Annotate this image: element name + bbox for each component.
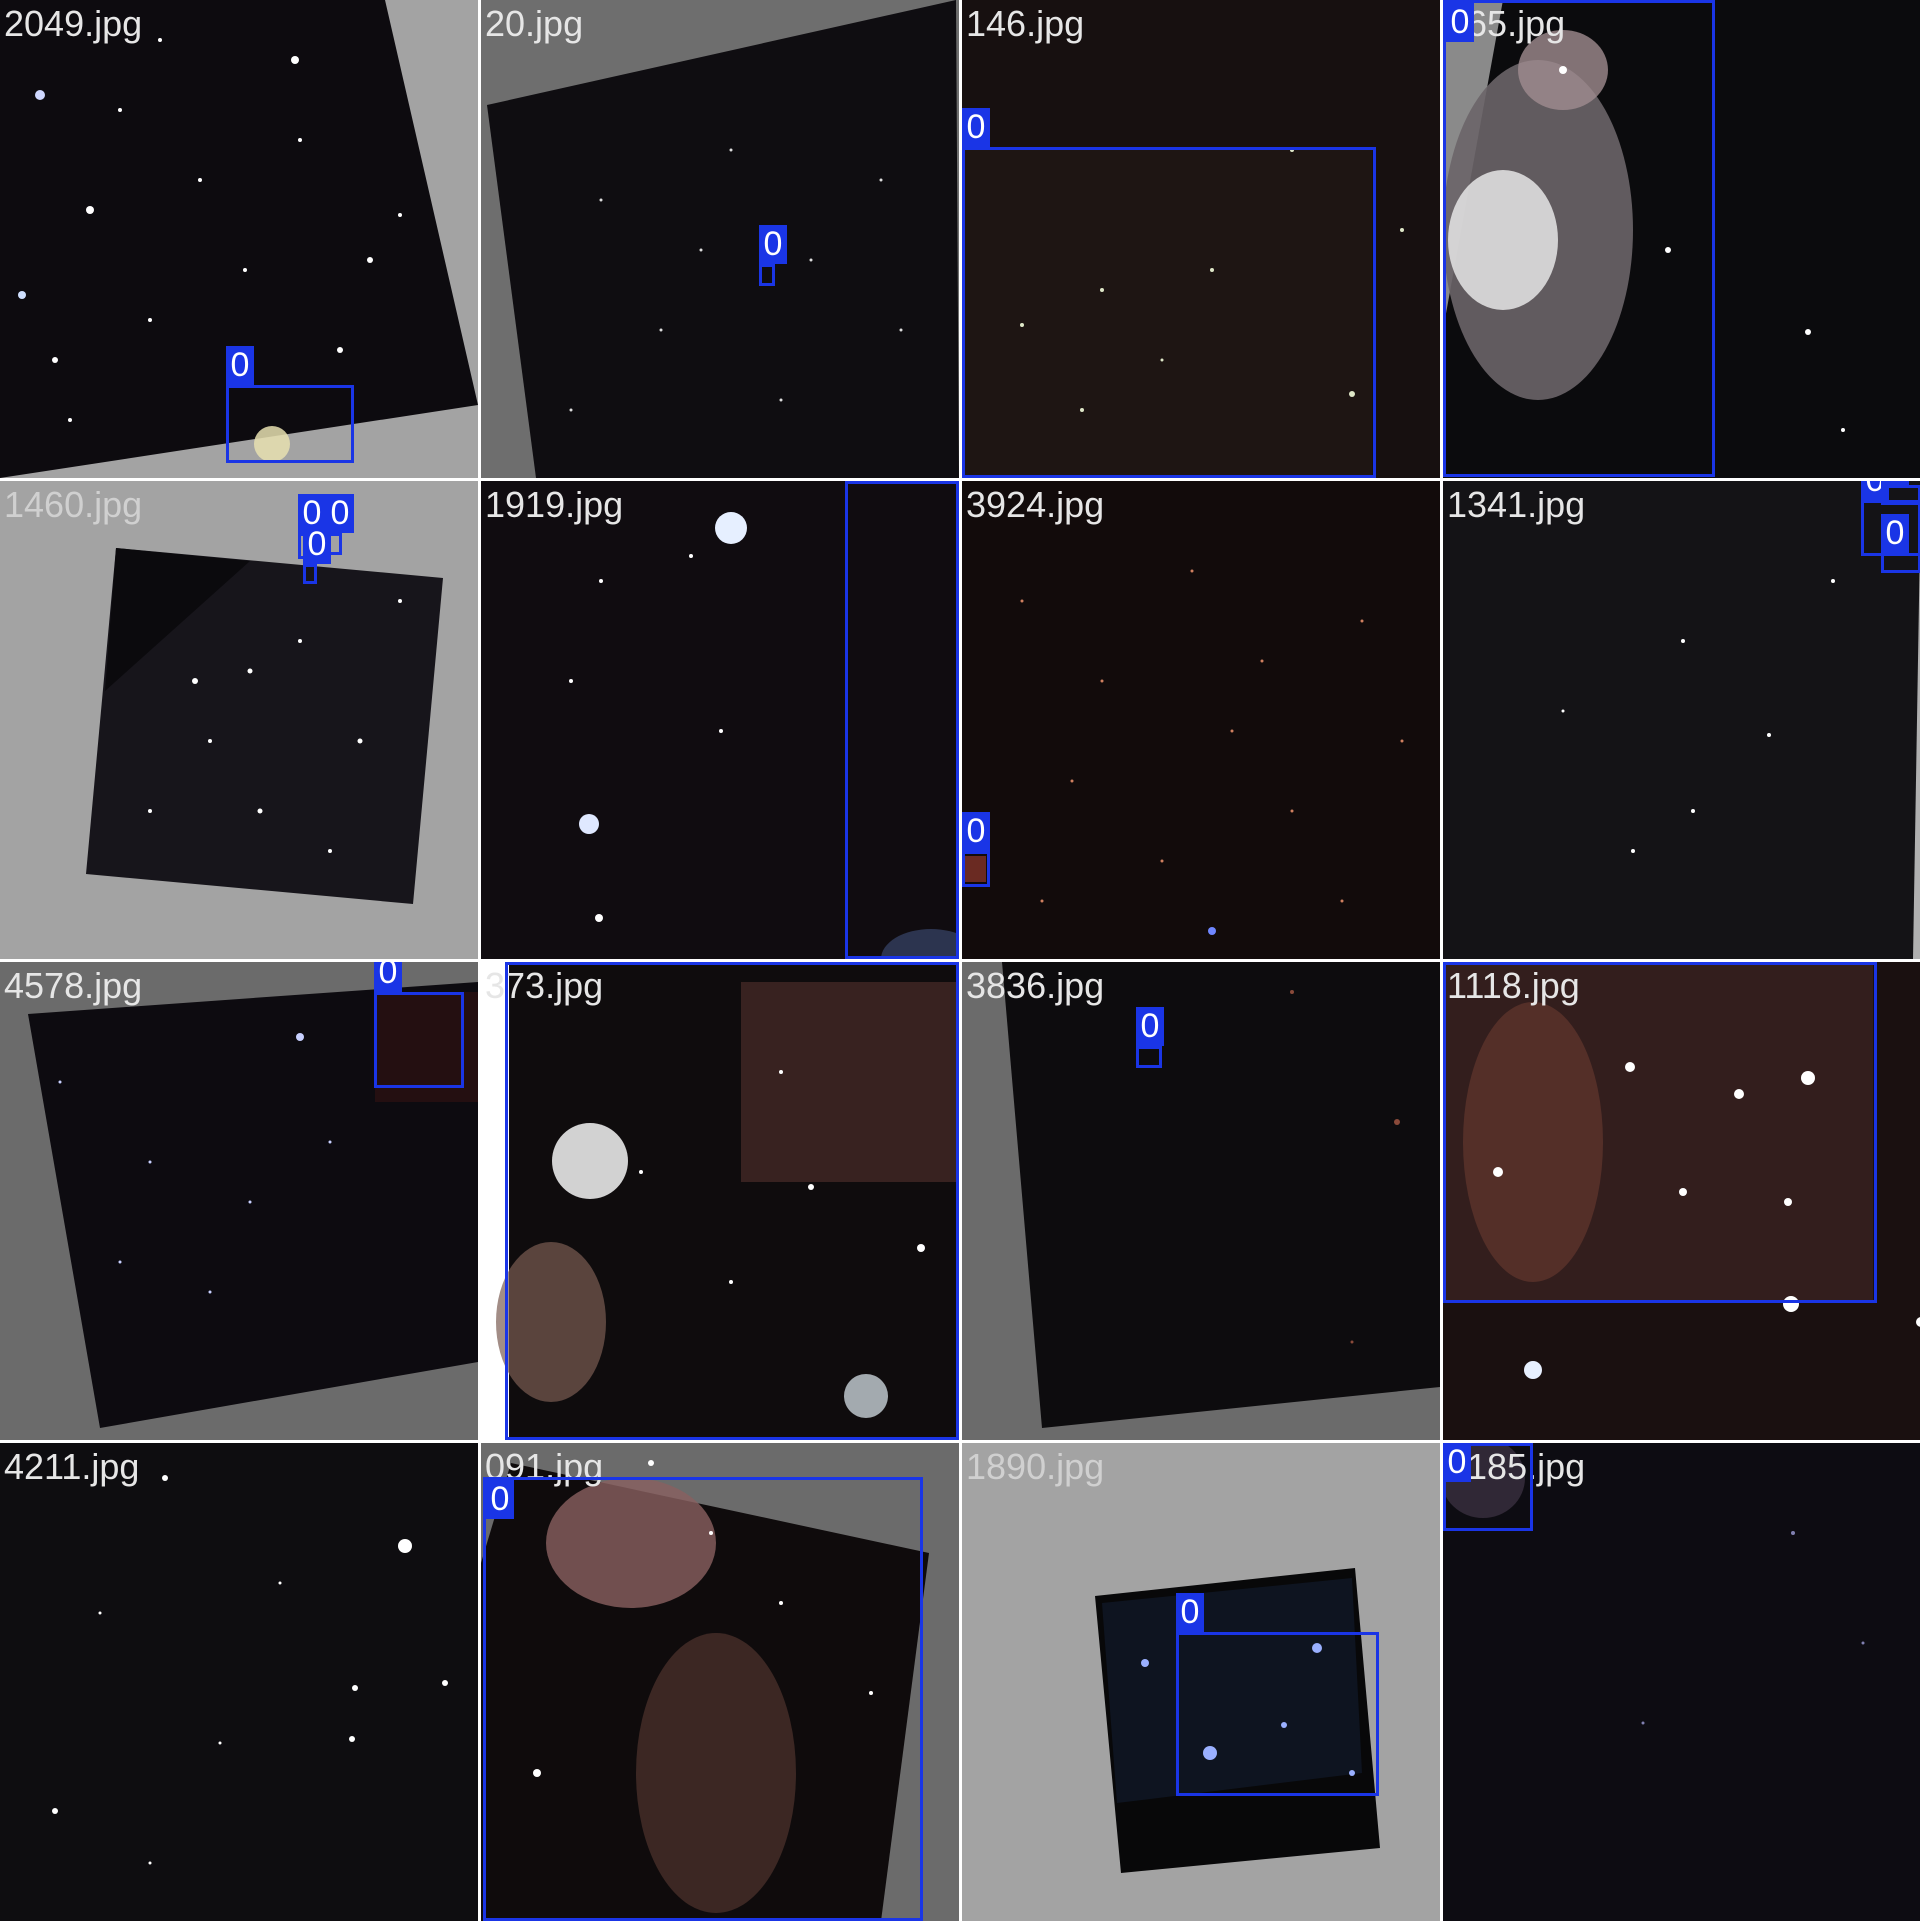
- sky-image: [1443, 962, 1920, 1440]
- image-filename: 1890.jpg: [966, 1446, 1105, 1487]
- detection-box: 0: [1443, 1443, 1533, 1531]
- image-filename: 146.jpg: [966, 3, 1085, 44]
- sky-image: [1443, 481, 1920, 959]
- sky-image: [962, 481, 1440, 959]
- class-label: 0: [505, 962, 533, 963]
- image-filename: 4211.jpg: [4, 1446, 140, 1487]
- class-label: 0: [303, 525, 331, 564]
- detection-box: 0: [374, 962, 464, 1088]
- detection-box: 0: [1443, 0, 1715, 477]
- sky-image: [0, 0, 478, 478]
- sky-image: [962, 962, 1440, 1440]
- class-label: 0: [374, 962, 402, 992]
- image-tile: 565.jpg 0: [1443, 0, 1920, 478]
- sky-image: [0, 481, 478, 959]
- detection-box: 0: [1881, 481, 1920, 505]
- detection-box: 0: [483, 1477, 923, 1921]
- sky-image: [0, 962, 478, 1440]
- image-filename: 3836.jpg: [966, 965, 1105, 1006]
- detection-box: 0: [1881, 514, 1920, 573]
- sky-image: [481, 481, 959, 959]
- image-tile: 4211.jpg: [0, 1443, 478, 1921]
- detection-box: 0: [1176, 1593, 1379, 1796]
- image-tile: 1118.jpg 0: [1443, 962, 1920, 1440]
- class-label: 0: [962, 108, 990, 147]
- sky-image: [1443, 1443, 1920, 1921]
- image-tile: 4578.jpg 0: [0, 962, 478, 1440]
- image-tile: 1919.jpg 0: [481, 481, 959, 959]
- sky-image: [481, 962, 959, 1440]
- class-label: 0: [1136, 1007, 1164, 1046]
- sky-image: [481, 0, 959, 478]
- class-label: 0: [759, 225, 787, 264]
- detection-box: 0: [962, 812, 990, 887]
- detection-box: 0: [226, 346, 354, 463]
- image-filename: 373.jpg: [485, 965, 604, 1006]
- image-tile: 2185.jpg 0: [1443, 1443, 1920, 1921]
- image-tile: 373.jpg 0: [481, 962, 959, 1440]
- class-label: 0: [1443, 962, 1471, 963]
- class-label: 0: [1881, 481, 1909, 485]
- image-filename: 4578.jpg: [4, 965, 143, 1006]
- image-tile: 1341.jpg 0 0 0: [1443, 481, 1920, 959]
- image-tile: 3924.jpg 0: [962, 481, 1440, 959]
- class-label: 0: [226, 346, 254, 385]
- class-label: 0: [962, 812, 990, 851]
- detection-box: 0: [962, 108, 1376, 478]
- class-label: 0: [1446, 3, 1474, 42]
- image-filename: 1460.jpg: [4, 484, 143, 525]
- image-filename: 1118.jpg: [1447, 965, 1580, 1006]
- image-filename: 1341.jpg: [1447, 484, 1586, 525]
- sky-image: [962, 0, 1440, 478]
- sky-image: [1443, 0, 1920, 478]
- detection-box: 0: [1136, 1007, 1164, 1068]
- class-label: 0: [1881, 514, 1909, 553]
- detection-box: 0: [303, 525, 331, 584]
- image-filename: 1919.jpg: [485, 484, 624, 525]
- sky-image: [0, 1443, 478, 1921]
- class-label: 0: [1443, 1443, 1471, 1482]
- image-tile: 2049.jpg 0: [0, 0, 478, 478]
- sky-image: [481, 1443, 959, 1921]
- image-tile: 146.jpg 0: [962, 0, 1440, 478]
- image-tile: 1460.jpg 0 0 0: [0, 481, 478, 959]
- image-tile: 20.jpg 0: [481, 0, 959, 478]
- image-tile: 091.jpg 0: [481, 1443, 959, 1921]
- image-tile: 1890.jpg 0: [962, 1443, 1440, 1921]
- image-filename: 2049.jpg: [4, 3, 143, 44]
- class-label: 0: [845, 481, 873, 482]
- detection-box: 0: [1443, 962, 1877, 1303]
- image-tile: 3836.jpg 0: [962, 962, 1440, 1440]
- image-filename: 3924.jpg: [966, 484, 1105, 525]
- class-label: 0: [486, 1480, 514, 1519]
- image-filename: 20.jpg: [485, 3, 584, 44]
- detection-box: 0: [845, 481, 959, 959]
- detection-box: 0: [759, 225, 787, 286]
- class-label: 0: [1176, 1593, 1204, 1632]
- detection-box: 0: [505, 962, 959, 1440]
